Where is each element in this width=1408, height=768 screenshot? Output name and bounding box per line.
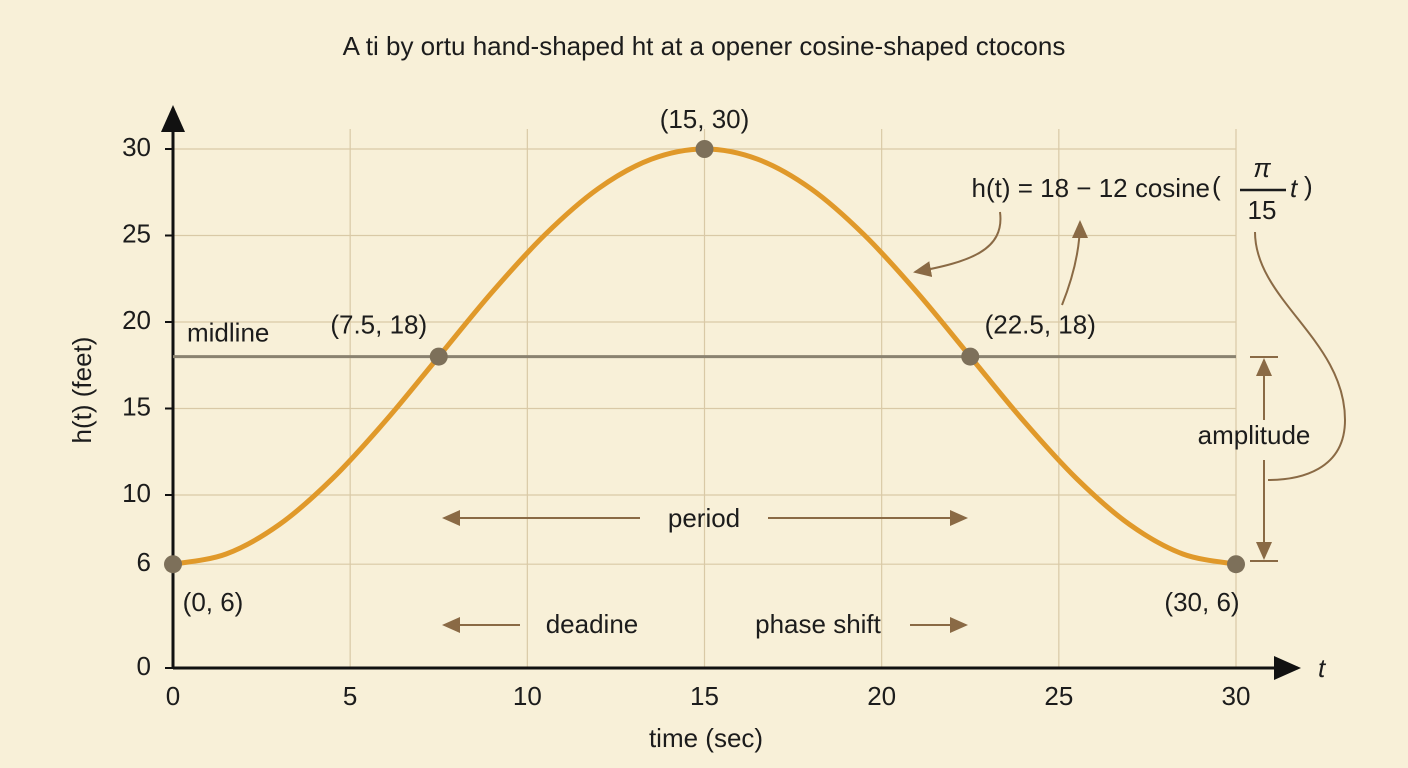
y-tick-label: 20 xyxy=(122,305,151,335)
x-tick-label: 10 xyxy=(513,681,542,711)
formula-arrow xyxy=(913,211,1002,278)
y-tick-label: 30 xyxy=(122,132,151,162)
y-tick-label: 25 xyxy=(122,218,151,248)
midline-label: midline xyxy=(187,317,269,347)
formula-lhs: h(t) = 18 − 12 cosine xyxy=(972,173,1210,203)
key-point xyxy=(164,555,182,574)
left-label: deadine xyxy=(546,609,639,639)
x-tick-label: 5 xyxy=(343,681,357,711)
y-tick-label: 15 xyxy=(122,391,151,421)
formula-arrow-2 xyxy=(1061,220,1088,306)
point-label: (15, 30) xyxy=(660,104,750,134)
amplitude-label: amplitude xyxy=(1198,420,1311,450)
x-tick-label: 30 xyxy=(1222,681,1251,711)
amplitude-link xyxy=(1254,231,1347,481)
y-tick-label: 10 xyxy=(122,478,151,508)
x-tick-label: 25 xyxy=(1044,681,1073,711)
point-label: (22.5, 18) xyxy=(985,309,1096,339)
key-point xyxy=(961,347,980,366)
formula-numerator: π xyxy=(1253,153,1271,183)
formula-paren: ) xyxy=(1304,171,1313,201)
x-tick-label: 15 xyxy=(690,681,719,711)
key-point xyxy=(695,140,714,158)
right-label: phase shift xyxy=(755,609,882,639)
y-axis-label: h(t) (feet) xyxy=(67,337,97,444)
formula-denominator: 15 xyxy=(1248,195,1277,225)
annotation-arrows xyxy=(442,211,1347,633)
formula-var: t xyxy=(1290,173,1299,203)
period-label: period xyxy=(668,503,740,533)
key-point xyxy=(1227,555,1245,574)
x-axis-var: t xyxy=(1318,653,1327,683)
point-label: (30, 6) xyxy=(1164,587,1239,617)
y-tick-label: 6 xyxy=(137,547,151,577)
key-point xyxy=(429,347,448,366)
x-tick-label: 0 xyxy=(166,681,180,711)
x-axis-label: time (sec) xyxy=(649,723,763,753)
y-tick-label: 0 xyxy=(137,651,151,681)
chart-title: A ti by ortu hand-shaped ht at a opener … xyxy=(343,31,1066,61)
x-tick-label: 20 xyxy=(867,681,896,711)
point-label: (0, 6) xyxy=(183,587,244,617)
point-label: (7.5, 18) xyxy=(330,309,427,339)
formula-paren: ( xyxy=(1212,171,1221,201)
